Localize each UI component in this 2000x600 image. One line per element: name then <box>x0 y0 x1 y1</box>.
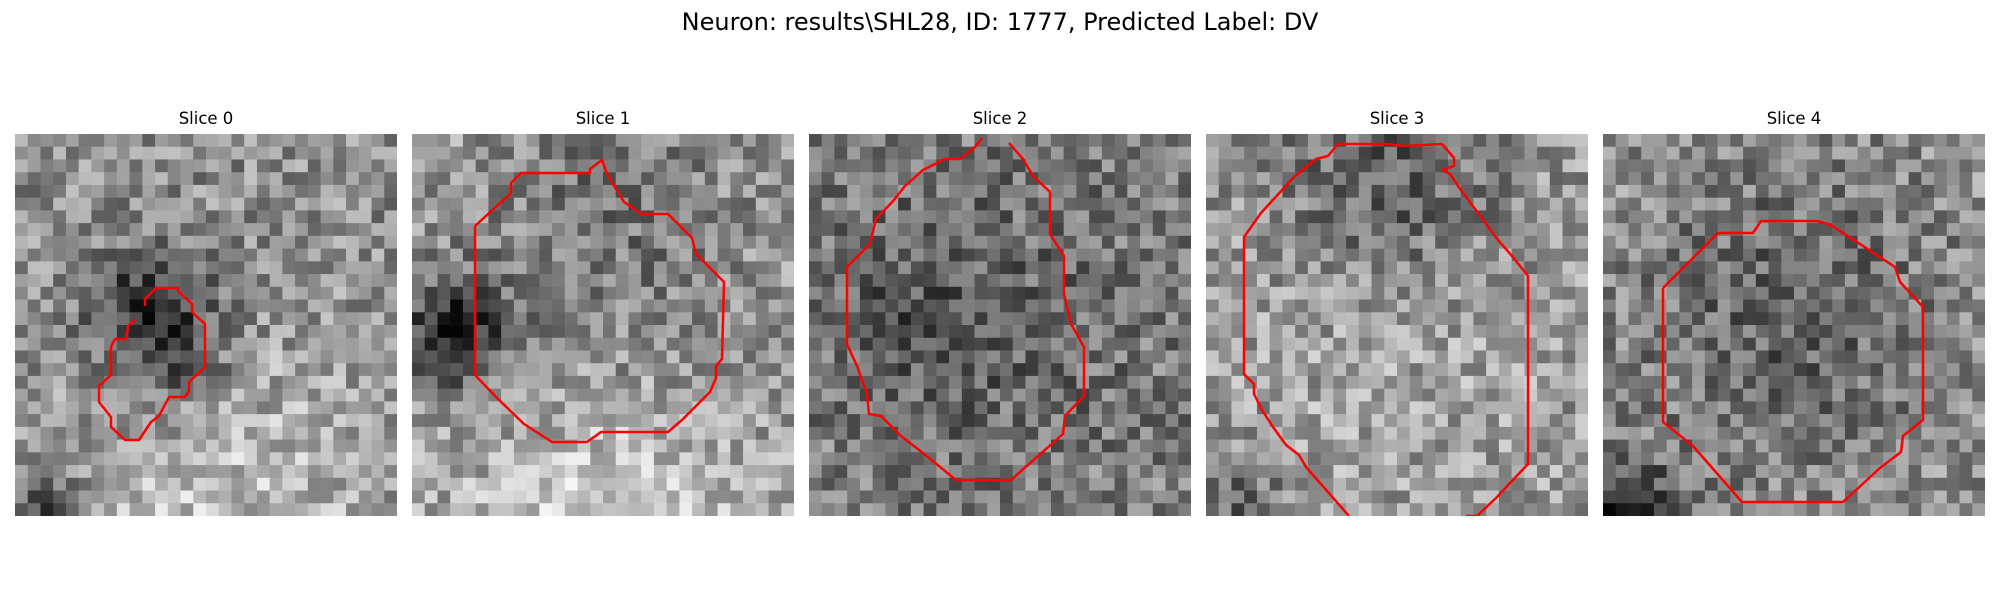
slice-label-4: Slice 4 <box>1766 109 1822 128</box>
neuron-contour <box>845 137 1086 482</box>
pixel-grid <box>1603 134 1985 516</box>
slice-image-2 <box>809 134 1191 516</box>
slice-panel-4: Slice 4 <box>1603 108 1985 516</box>
slice-label-1: Slice 1 <box>575 109 631 128</box>
slice-image-0 <box>15 134 397 516</box>
slice-panel-1: Slice 1 <box>412 108 794 516</box>
neuron-contour <box>1242 142 1530 516</box>
slice-panel-2: Slice 2 <box>809 108 1191 516</box>
neuron-contour <box>97 286 207 442</box>
neuron-contour <box>473 158 726 444</box>
slice-label-2: Slice 2 <box>972 109 1028 128</box>
pixel-grid <box>412 134 794 516</box>
slice-panel-0: Slice 0 <box>15 108 397 516</box>
slice-label-0: Slice 0 <box>178 109 234 128</box>
slice-image-3 <box>1206 134 1588 516</box>
pixel-grid <box>1206 134 1588 516</box>
pixel-grid <box>15 134 397 516</box>
slice-panel-3: Slice 3 <box>1206 108 1588 516</box>
slice-image-1 <box>412 134 794 516</box>
neuron-contour <box>1661 219 1925 504</box>
slice-label-3: Slice 3 <box>1369 109 1425 128</box>
pixel-grid <box>809 134 1191 516</box>
figure-title: Neuron: results\SHL28, ID: 1777, Predict… <box>681 8 1319 36</box>
slice-image-4 <box>1603 134 1985 516</box>
